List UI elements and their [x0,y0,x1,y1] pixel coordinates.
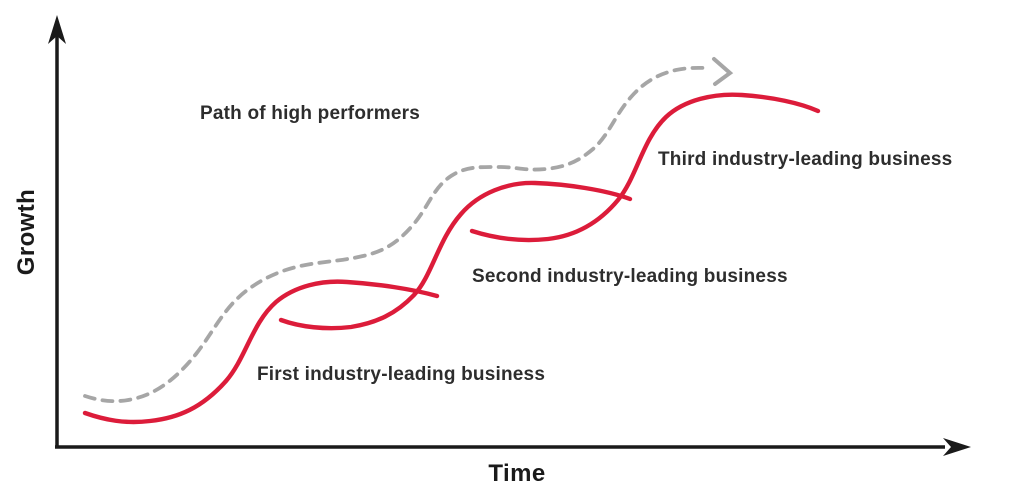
third-business-label: Third industry-leading business [658,149,953,170]
first-business-curve [82,279,440,425]
high-performers-path-curve [83,65,712,404]
path-of-high-performers-label: Path of high performers [200,103,420,124]
third-business-curve [469,92,821,243]
x-axis-title: Time [488,460,546,487]
x-axis-arrowhead-icon [943,438,971,456]
second-business-curve [278,180,633,331]
first-business-label: First industry-leading business [257,364,546,385]
y-axis-title: Growth [13,188,40,276]
high-performers-arrowhead-icon [712,57,734,86]
second-business-label: Second industry-leading business [472,266,788,287]
y-axis-arrowhead-icon [48,15,66,44]
